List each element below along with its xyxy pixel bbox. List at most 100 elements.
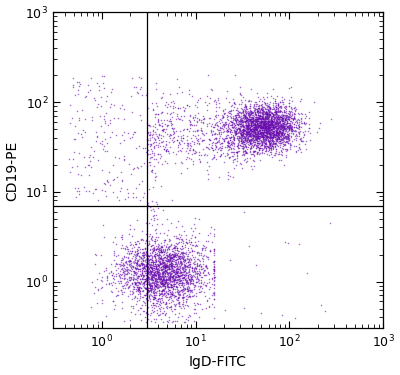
Point [241,112,248,118]
Point [180,135,187,141]
Point [135,250,142,256]
Point [120,282,127,288]
Point [161,259,167,265]
Point [263,146,270,152]
Point [258,136,264,142]
Point [186,278,193,284]
Point [184,165,190,171]
Point [270,116,277,122]
Point [253,133,259,139]
Point [252,117,259,123]
Point [290,117,296,123]
Point [168,254,174,260]
Point [165,270,172,276]
Point [187,244,194,250]
Point [241,126,248,132]
Point [166,266,173,272]
Point [258,131,264,137]
Point [126,276,132,282]
Point [86,154,92,160]
Point [245,116,251,122]
Point [182,242,188,248]
Point [132,238,138,244]
Point [174,270,180,276]
Point [248,119,254,125]
Point [248,108,254,114]
Point [256,127,263,133]
Point [155,270,162,276]
Point [274,93,280,99]
Point [145,260,152,266]
Point [236,118,243,124]
Point [181,126,187,132]
Point [174,252,180,258]
Point [151,260,157,266]
Point [252,118,258,124]
Point [141,308,147,314]
Point [208,145,215,151]
Point [259,125,266,131]
Point [155,266,162,272]
Point [270,134,276,140]
Point [185,276,192,282]
Point [258,123,264,129]
Point [152,174,158,180]
Point [186,267,192,273]
Point [156,286,162,292]
Point [151,290,157,296]
Point [138,75,144,81]
Point [174,284,180,290]
Point [284,113,290,119]
Point [166,265,172,271]
Point [177,256,183,262]
Point [243,116,250,122]
Point [260,115,266,121]
Point [140,246,146,252]
Point [266,113,272,119]
Point [258,102,264,108]
Point [236,118,243,124]
Point [290,123,297,129]
Point [260,118,267,124]
Point [244,128,251,134]
Point [267,134,273,140]
Point [289,128,296,134]
Point [255,103,262,109]
Point [139,272,145,278]
Point [248,141,254,147]
Point [167,272,174,278]
Point [203,282,210,288]
Point [124,186,130,192]
Point [178,148,184,154]
Point [157,245,163,251]
Point [76,80,82,86]
Point [253,129,259,135]
Point [262,123,268,129]
Point [175,294,182,300]
Point [132,282,139,288]
Point [269,141,275,147]
Point [129,262,135,268]
Point [270,146,276,152]
Point [156,268,162,274]
Point [157,260,163,266]
Point [209,292,216,298]
Point [166,246,172,252]
Point [179,272,186,278]
Point [161,117,167,123]
Point [292,124,299,130]
Point [120,269,126,275]
Point [142,285,148,291]
Point [186,277,193,283]
Point [157,155,163,161]
Point [172,244,178,250]
Point [242,150,248,156]
Point [307,137,313,143]
Point [188,288,194,294]
Point [173,252,180,258]
Point [198,264,204,270]
Point [107,104,113,110]
Point [259,125,265,131]
Point [140,280,147,286]
Point [166,284,172,290]
